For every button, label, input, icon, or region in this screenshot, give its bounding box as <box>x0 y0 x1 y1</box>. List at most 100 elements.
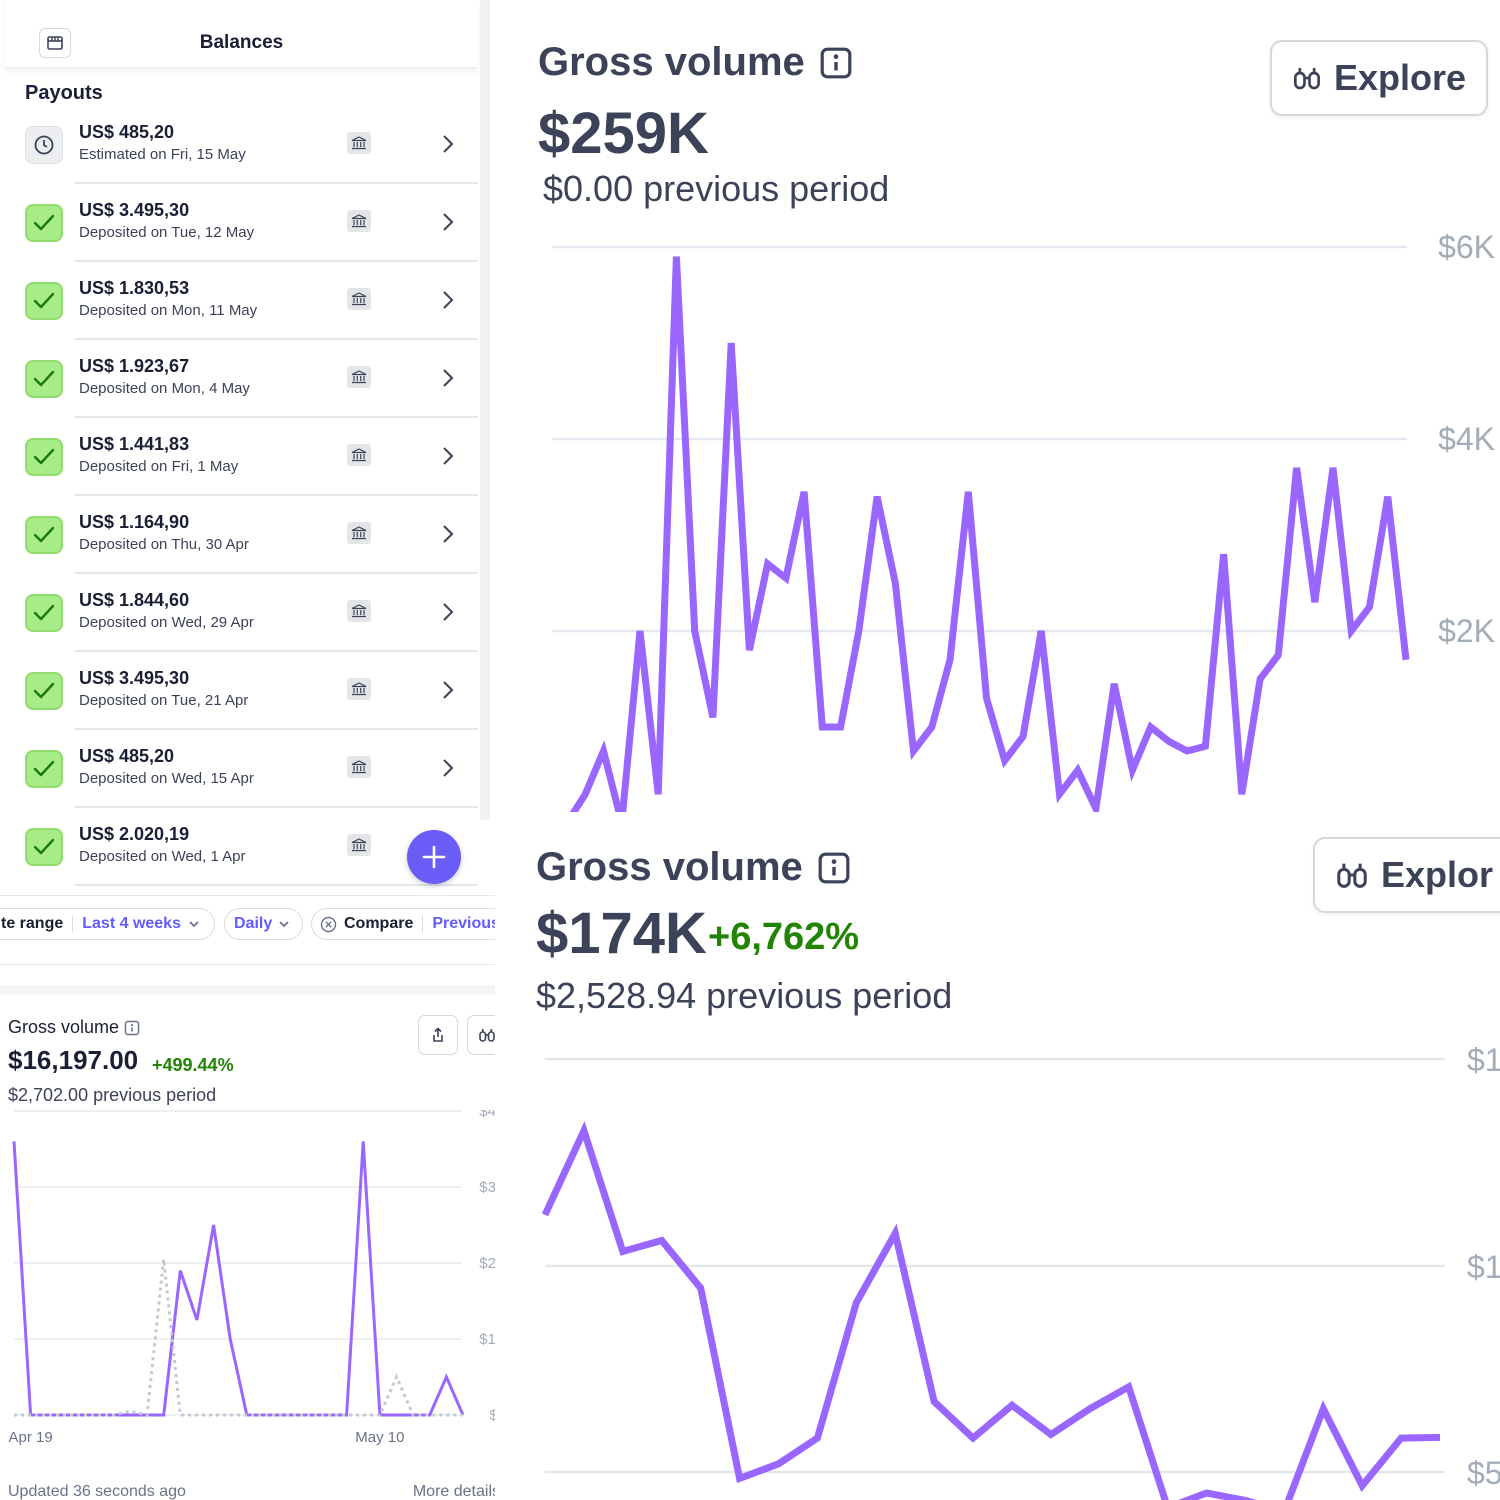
payout-date: Deposited on Tue, 12 May <box>79 224 255 241</box>
payout-date: Deposited on Fri, 1 May <box>79 458 239 475</box>
scrollbar-track[interactable] <box>480 0 490 820</box>
compare-filter[interactable]: Compare Previous p <box>311 908 510 940</box>
payout-row[interactable]: US$ 485,20 Deposited on Wed, 15 Apr <box>0 730 478 808</box>
previous-period: $2,528.94 previous period <box>536 975 953 1016</box>
bank-icon <box>347 756 371 778</box>
explore-button[interactable]: Explor <box>1313 837 1500 913</box>
payout-amount: US$ 485,20 <box>79 122 175 142</box>
payout-amount: US$ 1.923,67 <box>79 356 190 376</box>
payout-date: Deposited on Mon, 4 May <box>79 380 250 397</box>
payout-date: Deposited on Mon, 11 May <box>79 302 258 319</box>
payout-amount: US$ 3.495,30 <box>79 200 190 220</box>
payout-row[interactable]: US$ 3.495,30 Deposited on Tue, 21 Apr <box>0 652 478 730</box>
y-tick-label: $4K <box>479 1110 506 1120</box>
payout-date: Deposited on Wed, 1 Apr <box>79 848 246 865</box>
payout-amount: US$ 1.441,83 <box>79 434 190 454</box>
explore-button[interactable] <box>467 1015 507 1055</box>
chevron-down-icon <box>189 921 199 928</box>
paid-status <box>25 750 63 788</box>
interval-filter[interactable]: Daily <box>224 908 303 940</box>
chevron-right-icon[interactable] <box>438 757 458 779</box>
pending-status <box>25 126 63 164</box>
balances-title: Balances <box>199 32 284 53</box>
payout-amount: US$ 2.020,19 <box>79 824 190 844</box>
y-tick-label: $6K <box>1438 229 1495 265</box>
payout-date: Deposited on Wed, 29 Apr <box>79 614 254 631</box>
store-button[interactable] <box>39 28 71 58</box>
compare-value: Previous p <box>432 915 510 932</box>
check-icon <box>33 760 55 777</box>
y-tick-label: $5 <box>1467 1455 1500 1491</box>
chevron-right-icon[interactable] <box>438 133 458 155</box>
chevron-right-icon[interactable] <box>438 367 458 389</box>
payout-amount: US$ 1.844,60 <box>79 590 190 610</box>
row-divider <box>75 806 478 808</box>
explore-label: Explor <box>1381 854 1494 895</box>
chevron-right-icon[interactable] <box>438 523 458 545</box>
payout-date: Deposited on Tue, 21 Apr <box>79 692 249 709</box>
info-icon[interactable] <box>124 1020 140 1036</box>
bank-icon <box>347 366 371 388</box>
gross-volume-delta: +499.44% <box>152 1055 234 1075</box>
paid-status <box>25 828 63 866</box>
store-icon <box>47 36 63 50</box>
info-icon[interactable] <box>819 46 853 80</box>
payout-row[interactable]: US$ 1.923,67 Deposited on Mon, 4 May <box>0 340 478 418</box>
gross-volume-card-small: Gross volume $16,197.00 +499.44% $2,702.… <box>0 985 510 1500</box>
bank-icon <box>347 678 371 700</box>
payout-row[interactable]: US$ 1.830,53 Deposited on Mon, 11 May <box>0 262 478 340</box>
bank-icon <box>347 132 371 154</box>
gross-volume-chart-large-1: $2K $4K $6K <box>552 229 1495 812</box>
payout-row[interactable]: US$ 3.495,30 Deposited on Tue, 12 May <box>0 184 478 262</box>
y-tick-label: $2K <box>1438 613 1495 649</box>
paid-status <box>25 438 63 476</box>
bank-icon <box>347 444 371 466</box>
chevron-right-icon[interactable] <box>438 289 458 311</box>
payout-date: Deposited on Wed, 15 Apr <box>79 770 254 787</box>
payout-amount: US$ 1.164,90 <box>79 512 190 532</box>
gross-volume-value: $174K <box>536 901 707 966</box>
payout-amount: US$ 3.495,30 <box>79 668 190 688</box>
card-title-text: Gross volume <box>8 1017 120 1037</box>
bank-icon <box>347 834 371 856</box>
chevron-right-icon[interactable] <box>438 211 458 233</box>
close-circle-icon[interactable] <box>320 916 337 933</box>
explore-label: Explore <box>1333 57 1466 98</box>
binoculars-icon <box>1293 68 1320 90</box>
explore-button[interactable]: Explore <box>1270 40 1488 116</box>
check-icon <box>33 214 55 231</box>
previous-period: $2,702.00 previous period <box>8 1085 217 1105</box>
row-divider <box>75 884 478 886</box>
y-tick-label: $1 <box>1467 1045 1500 1078</box>
date-range-filter[interactable]: te range Last 4 weeks <box>0 908 215 940</box>
payout-row[interactable]: US$ 1.441,83 Deposited on Fri, 1 May <box>0 418 478 496</box>
payout-row[interactable]: US$ 1.164,90 Deposited on Thu, 30 Apr <box>0 496 478 574</box>
share-icon <box>433 1027 443 1042</box>
series-line <box>569 256 1410 812</box>
card-title-text: Gross volume <box>536 845 803 889</box>
gross-volume-card-large-2: Gross volume $174K +6,762% $2,528.94 pre… <box>495 815 1500 1500</box>
previous-period: $0.00 previous period <box>543 168 890 209</box>
chevron-right-icon[interactable] <box>438 601 458 623</box>
balances-header: Balances <box>5 0 478 68</box>
chevron-right-icon[interactable] <box>438 445 458 467</box>
check-icon <box>33 838 55 855</box>
payout-row[interactable]: US$ 1.844,60 Deposited on Wed, 29 Apr <box>0 574 478 652</box>
payout-row[interactable]: US$ 2.020,19 Deposited on Wed, 1 Apr <box>0 808 478 886</box>
bank-icon <box>347 210 371 232</box>
add-button[interactable] <box>407 830 461 884</box>
payout-row[interactable]: US$ 485,20 Estimated on Fri, 15 May <box>0 106 478 184</box>
chevron-right-icon[interactable] <box>438 679 458 701</box>
row-divider <box>75 260 478 262</box>
payout-date: Estimated on Fri, 15 May <box>79 146 246 163</box>
compare-label: Compare <box>344 915 414 932</box>
balances-panel: Balances Payouts US$ 485,20 Estimated on … <box>0 0 490 890</box>
paid-status <box>25 204 63 242</box>
card-title: Gross volume <box>8 1017 140 1038</box>
info-icon[interactable] <box>817 851 851 885</box>
more-details-link[interactable]: More details <box>412 1483 500 1500</box>
bank-icon <box>347 522 371 544</box>
export-button[interactable] <box>418 1015 458 1055</box>
card-title: Gross volume <box>536 845 851 890</box>
